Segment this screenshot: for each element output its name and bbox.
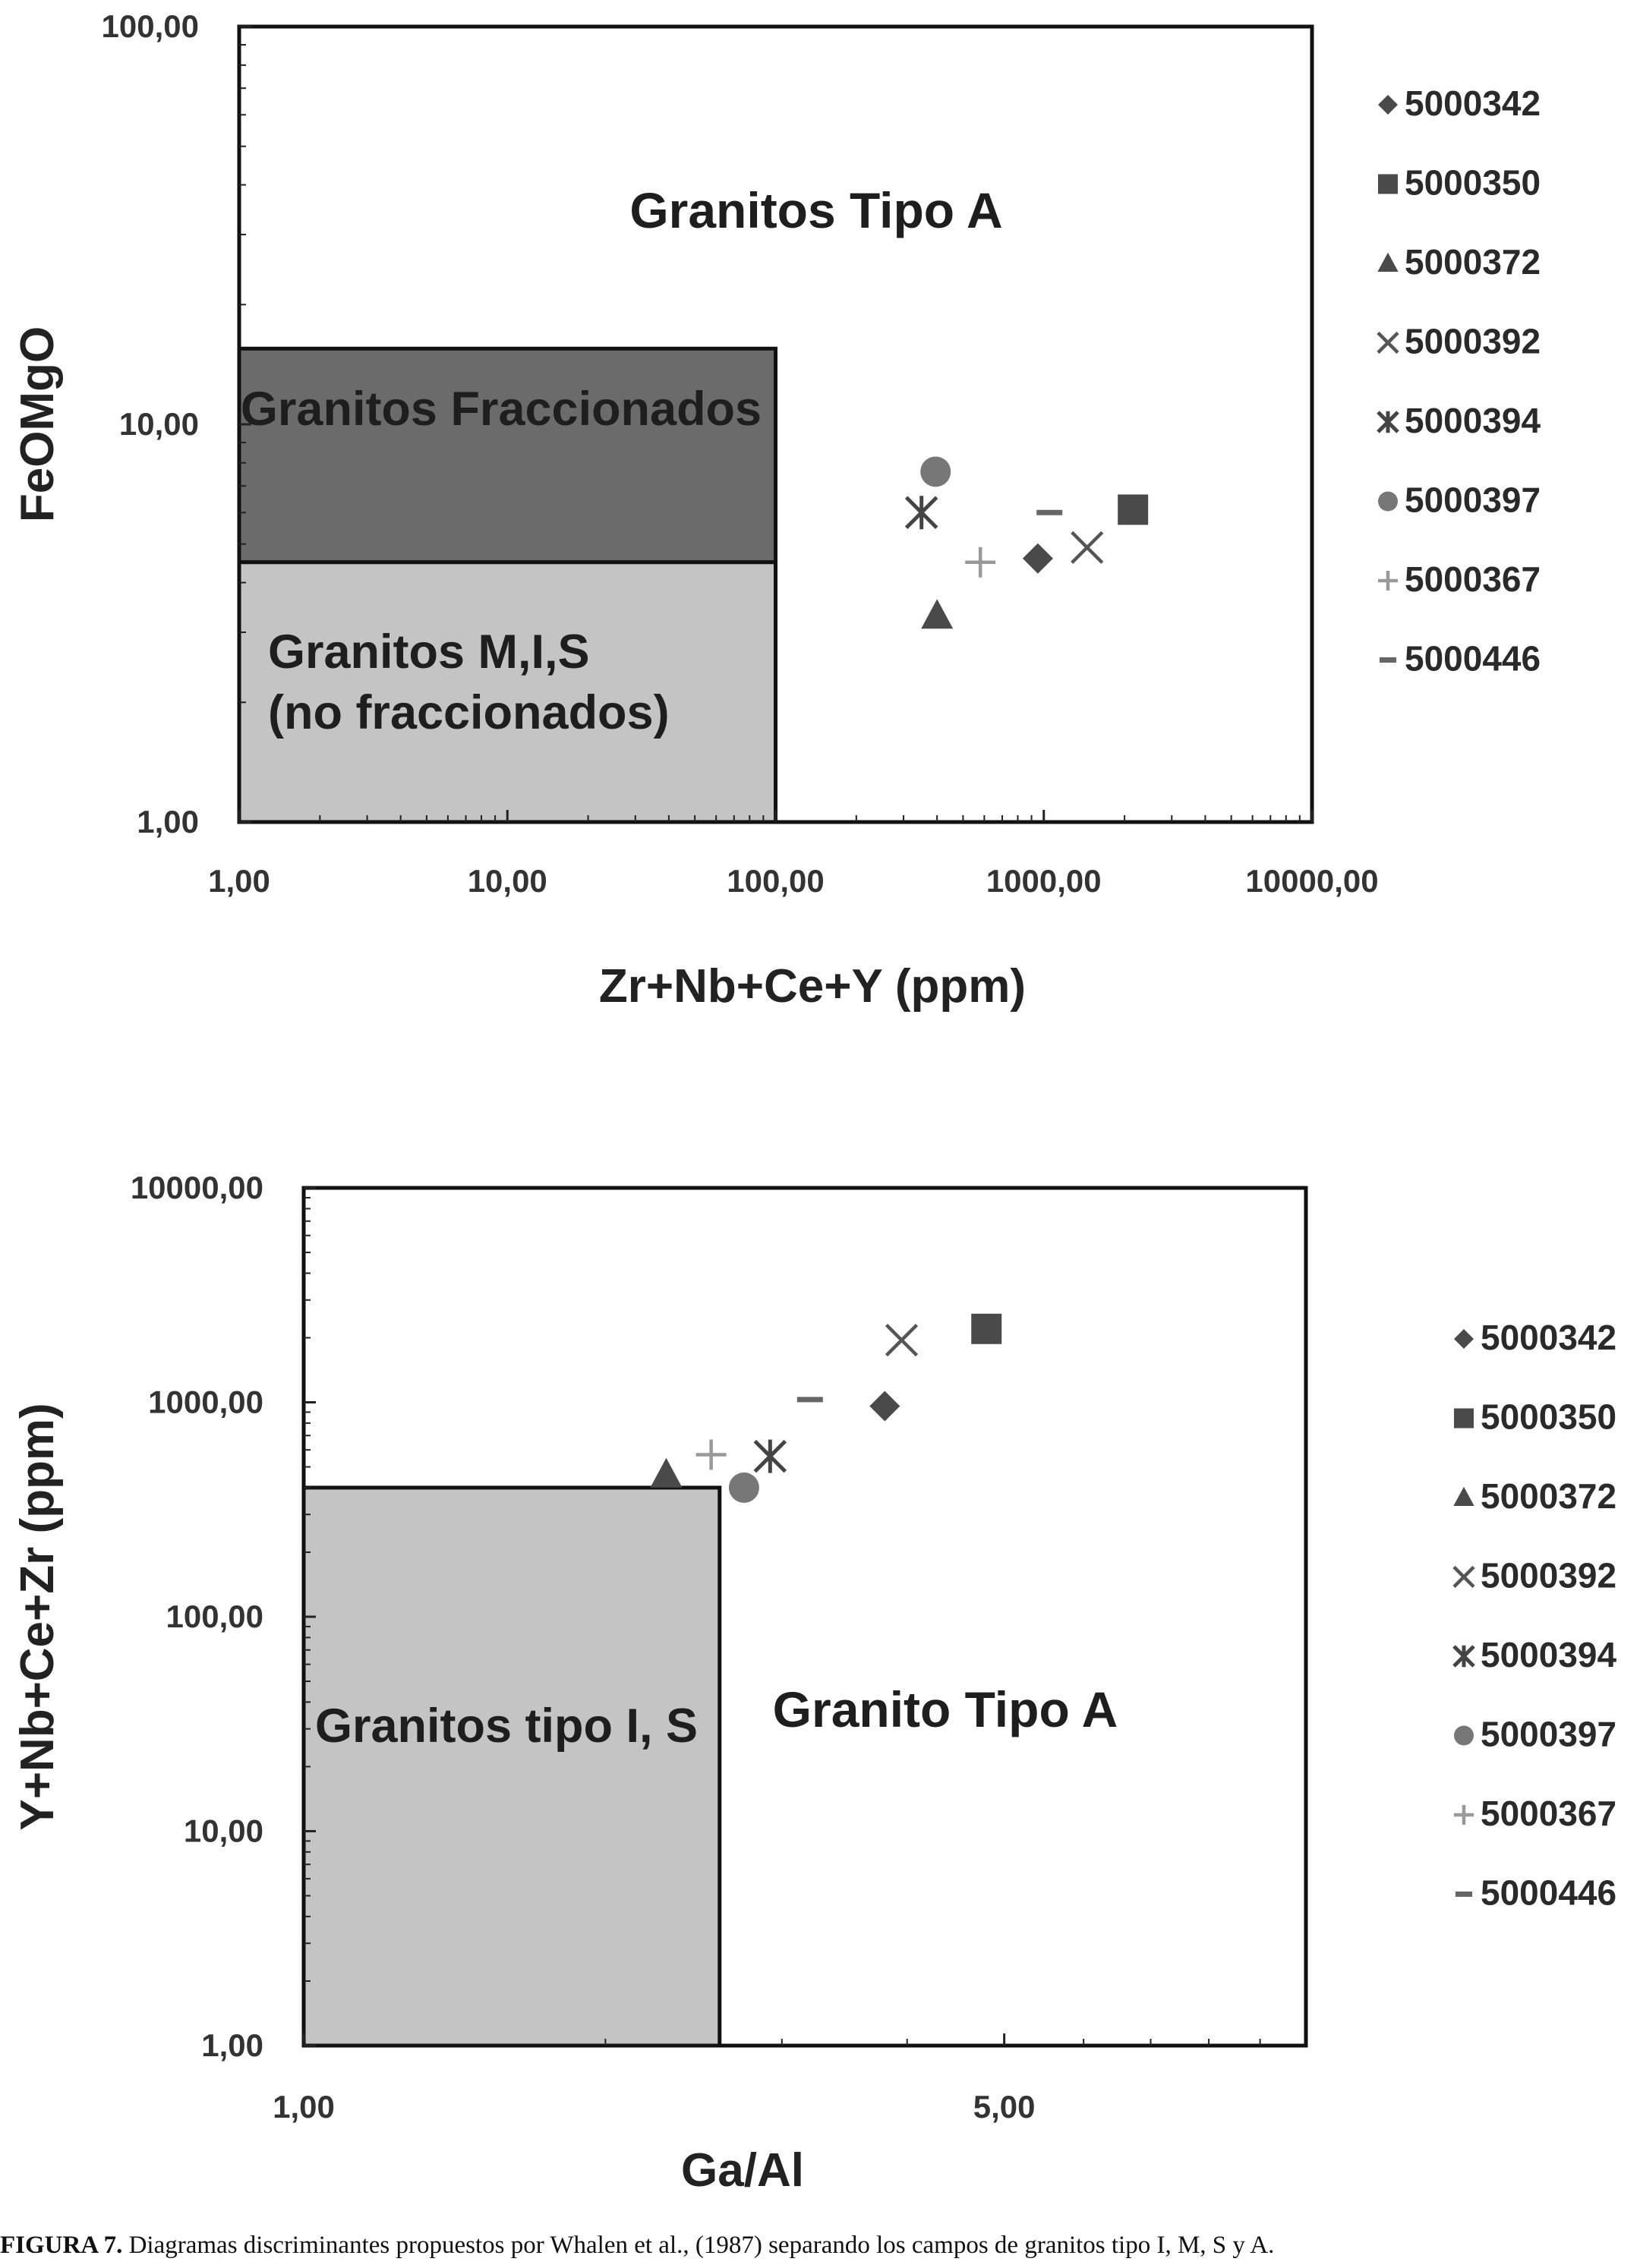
chart2-legend-label-5000367: 5000367 bbox=[1481, 1794, 1616, 1833]
chart1-legend-marker-5000392 bbox=[1377, 331, 1399, 354]
chart1-point-5000350 bbox=[1118, 494, 1149, 525]
chart1-region-label-3: Granitos M,I,S bbox=[268, 625, 590, 679]
chart2-legend-label-5000392: 5000392 bbox=[1481, 1556, 1616, 1595]
chart2-point-5000372 bbox=[650, 1457, 683, 1488]
chart1-point-5000392 bbox=[1071, 531, 1104, 564]
chart1-legend-label-5000392: 5000392 bbox=[1405, 322, 1541, 361]
chart1-point-5000367 bbox=[965, 547, 996, 578]
chart2-legend-marker-5000446 bbox=[1455, 1892, 1473, 1897]
chart1-legend-label-5000350: 5000350 bbox=[1405, 163, 1541, 203]
chart1-x-tick-label: 100,00 bbox=[727, 863, 824, 899]
chart1-y-tick-label: 10,00 bbox=[119, 406, 199, 442]
chart1-legend-label-5000394: 5000394 bbox=[1405, 401, 1541, 440]
chart2-legend-label-5000446: 5000446 bbox=[1481, 1873, 1616, 1913]
chart1-legend-marker-5000446 bbox=[1379, 657, 1397, 663]
chart2-y-tick-label: 1,00 bbox=[201, 2027, 263, 2063]
chart2-legend-label-5000372: 5000372 bbox=[1481, 1476, 1616, 1516]
chart1-legend-label-5000446: 5000446 bbox=[1405, 639, 1541, 679]
chart2-x-axis-title: Ga/Al bbox=[681, 2144, 804, 2197]
chart1-x-tick-label: 10000,00 bbox=[1245, 863, 1378, 899]
chart1-point-5000397 bbox=[920, 456, 951, 487]
chart1-y-axis-title: FeOMgO bbox=[11, 326, 64, 522]
chart2-point-5000397 bbox=[728, 1472, 759, 1503]
chart2-point-5000367 bbox=[695, 1439, 727, 1470]
chart2-legend-marker-5000372 bbox=[1453, 1486, 1474, 1507]
chart1-point-5000394 bbox=[904, 496, 938, 530]
chart1-point-5000446 bbox=[1036, 509, 1063, 515]
chart1-x-tick-label: 10,00 bbox=[468, 863, 547, 899]
chart1-y-tick-label: 1,00 bbox=[137, 804, 199, 839]
chart1-region-label-3: (no fraccionados) bbox=[268, 686, 670, 739]
chart2-legend-marker-5000392 bbox=[1452, 1565, 1475, 1589]
chart2-legend-label-5000342: 5000342 bbox=[1481, 1318, 1616, 1357]
chart1-region-label-2: Granitos Fraccionados bbox=[241, 383, 762, 436]
chart2-region-label-1: Granitos tipo I, S bbox=[315, 1699, 698, 1753]
chart1-legend-marker-5000342 bbox=[1378, 95, 1398, 115]
chart2-region-label-2: Granito Tipo A bbox=[773, 1681, 1118, 1737]
chart2-point-5000350 bbox=[971, 1313, 1002, 1344]
chart2-legend-label-5000394: 5000394 bbox=[1481, 1635, 1616, 1674]
chart1-point-5000372 bbox=[921, 599, 954, 629]
chart2-x-tick-label: 5,00 bbox=[973, 2089, 1036, 2125]
chart1-y-tick-label: 100,00 bbox=[102, 8, 199, 44]
chart1-legend-label-5000367: 5000367 bbox=[1405, 559, 1541, 599]
chart2-y-axis-title: Y+Nb+Ce+Zr (ppm) bbox=[11, 1403, 64, 1830]
chart2-legend-marker-5000367 bbox=[1454, 1805, 1474, 1825]
chart2-legend-marker-5000397 bbox=[1454, 1725, 1474, 1746]
chart2-point-5000392 bbox=[885, 1323, 919, 1357]
chart1-region-box-2 bbox=[237, 346, 777, 565]
chart1-region-box-3 bbox=[237, 560, 777, 824]
chart1-region-label-1: Granitos Tipo A bbox=[629, 182, 1002, 238]
chart2-point-5000342 bbox=[869, 1391, 900, 1422]
chart2-y-tick-label: 100,00 bbox=[166, 1599, 263, 1634]
chart1-legend-marker-5000372 bbox=[1377, 252, 1399, 272]
chart2-legend-marker-5000394 bbox=[1452, 1645, 1475, 1668]
chart1-x-tick-label: 1,00 bbox=[208, 863, 270, 899]
caption-label: FIGURA 7. bbox=[0, 2232, 123, 2259]
chart1-legend-label-5000397: 5000397 bbox=[1405, 480, 1541, 520]
caption-text: Diagramas discriminantes propuestos por … bbox=[122, 2232, 1275, 2259]
chart1-legend-label-5000342: 5000342 bbox=[1405, 83, 1541, 123]
chart1-point-5000342 bbox=[1022, 543, 1053, 574]
chart1-legend-label-5000372: 5000372 bbox=[1405, 242, 1541, 282]
chart2-point-5000446 bbox=[796, 1397, 823, 1403]
figure-caption: FIGURA 7. Diagramas discriminantes propu… bbox=[0, 2232, 1640, 2266]
chart2-region-box-1 bbox=[301, 1485, 722, 2048]
chart2-legend-label-5000397: 5000397 bbox=[1481, 1715, 1616, 1754]
chart1-legend-marker-5000367 bbox=[1378, 571, 1398, 591]
chart1-x-tick-label: 1000,00 bbox=[986, 863, 1102, 899]
chart2-y-tick-label: 1000,00 bbox=[148, 1384, 263, 1420]
chart1-legend-marker-5000350 bbox=[1378, 174, 1398, 194]
chart2-x-tick-label: 1,00 bbox=[273, 2089, 335, 2125]
chart2-legend-label-5000350: 5000350 bbox=[1481, 1397, 1616, 1437]
chart2-point-5000394 bbox=[753, 1439, 787, 1473]
chart1-x-axis-title: Zr+Nb+Ce+Y (ppm) bbox=[599, 960, 1026, 1013]
chart2-y-tick-label: 10000,00 bbox=[131, 1170, 263, 1205]
chart2-y-tick-label: 10,00 bbox=[184, 1813, 263, 1849]
chart2-legend-marker-5000350 bbox=[1454, 1408, 1474, 1429]
chart2-legend-marker-5000342 bbox=[1454, 1329, 1474, 1349]
chart1-legend-marker-5000394 bbox=[1377, 411, 1399, 433]
chart1-legend-marker-5000397 bbox=[1378, 491, 1398, 512]
